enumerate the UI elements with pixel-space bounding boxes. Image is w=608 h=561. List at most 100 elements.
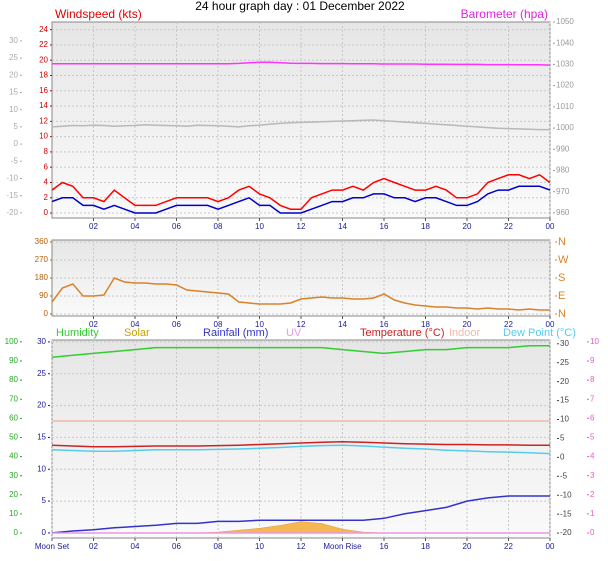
y2-tick-label: 1040 — [556, 38, 574, 47]
y3-tick-label: 20 — [9, 70, 18, 79]
y-axis-label: Windspeed (kts) — [55, 7, 142, 21]
x-tick-label: 08 — [214, 320, 223, 329]
y-tick-label: 0 — [44, 309, 49, 318]
y3-tick-label: -20 — [560, 528, 572, 537]
x-tick-label: 06 — [172, 542, 181, 551]
x-tick-label: 18 — [421, 542, 430, 551]
y-tick-label: 50 — [9, 433, 18, 442]
y-tick-label: 18 — [39, 71, 48, 80]
y-tick-label: 180 — [35, 273, 49, 282]
y2-tick-label: 30 — [37, 337, 46, 346]
y3-tick-label: -5 — [11, 156, 19, 165]
legend-entry: Indoor — [449, 327, 481, 339]
x-tick-label: 20 — [463, 542, 472, 551]
y3-tick-label: 5 — [14, 122, 19, 131]
y-tick-label: 22 — [39, 40, 48, 49]
y2-tick-label: 0 — [42, 528, 47, 537]
y-tick-label: 10 — [39, 132, 48, 141]
y2-tick-label: W — [558, 254, 569, 266]
y3-tick-label: -10 — [6, 174, 18, 183]
y2-tick-label: 990 — [556, 144, 570, 153]
x-tick-label: 00 — [546, 320, 555, 329]
y4-tick-label: 9 — [590, 356, 595, 365]
y-tick-label: 360 — [35, 237, 49, 246]
x-tick-label: 14 — [338, 222, 347, 231]
x-tick-label: 02 — [89, 542, 98, 551]
y-tick-label: 70 — [9, 394, 18, 403]
x-tick-label: 06 — [172, 320, 181, 329]
y4-tick-label: 7 — [590, 394, 595, 403]
x-tick-label: 16 — [380, 542, 389, 551]
y2-tick-label: S — [558, 272, 565, 284]
series-line — [52, 119, 550, 131]
y2-tick-label: 1050 — [556, 17, 574, 26]
x-tick-label: 10 — [255, 320, 264, 329]
x-tick-label: 22 — [504, 320, 513, 329]
y3-tick-label: -10 — [560, 490, 572, 499]
y-tick-label: 14 — [39, 101, 48, 110]
y2-axis-label: Barometer (hpa) — [461, 7, 548, 21]
y3-tick-label: 5 — [560, 434, 565, 443]
y-tick-label: 60 — [9, 413, 18, 422]
y3-tick-label: -5 — [560, 471, 568, 480]
series-line — [52, 344, 550, 358]
series-line — [52, 61, 550, 66]
y2-tick-label: 960 — [556, 208, 570, 217]
y-tick-label: 80 — [9, 375, 18, 384]
y-tick-label: 20 — [9, 490, 18, 499]
x-tick-label: 16 — [380, 222, 389, 231]
x-tick-label: 18 — [421, 222, 430, 231]
x-tick-label: 02 — [89, 222, 98, 231]
y-tick-label: 90 — [39, 291, 48, 300]
y4-tick-label: 8 — [590, 375, 595, 384]
y3-tick-label: 30 — [560, 339, 569, 348]
x-tick-label: 20 — [463, 320, 472, 329]
y-tick-label: 6 — [44, 162, 49, 171]
y-tick-label: 0 — [14, 528, 19, 537]
series-line — [52, 185, 550, 214]
y2-tick-label: 1020 — [556, 81, 574, 90]
y3-tick-label: -20 — [6, 208, 18, 217]
y2-tick-label: N — [558, 236, 566, 248]
y2-tick-label: 980 — [556, 166, 570, 175]
y2-tick-label: 5 — [42, 496, 47, 505]
y-tick-label: 270 — [35, 255, 49, 264]
x-tick-label: 10 — [255, 222, 264, 231]
y3-tick-label: 10 — [9, 105, 18, 114]
series-line — [52, 173, 550, 210]
y2-tick-label: 25 — [37, 369, 46, 378]
x-tick-label: 12 — [297, 320, 306, 329]
y-tick-label: 0 — [44, 208, 49, 217]
y2-tick-label: 1010 — [556, 102, 574, 111]
y-tick-label: 40 — [9, 452, 18, 461]
x-tick-label: 04 — [131, 222, 140, 231]
y4-tick-label: 3 — [590, 471, 595, 480]
y-tick-label: 24 — [39, 25, 48, 34]
legend-entry: Dew Point (°C) — [503, 327, 576, 339]
x-tick-label: 04 — [131, 542, 140, 551]
y-tick-label: 10 — [9, 509, 18, 518]
y3-tick-label: 25 — [560, 358, 569, 367]
x-tick-label: Moon Set — [35, 542, 70, 551]
x-tick-label: 14 — [338, 320, 347, 329]
y2-tick-label: N — [558, 308, 566, 320]
y4-tick-label: 6 — [590, 413, 595, 422]
y2-tick-label: E — [558, 290, 565, 302]
y3-tick-label: 15 — [560, 396, 569, 405]
chart-title: 24 hour graph day : 01 December 2022 — [195, 0, 405, 13]
legend-entry: Humidity — [56, 327, 99, 339]
y2-tick-label: 970 — [556, 187, 570, 196]
y2-tick-label: 1000 — [556, 123, 574, 132]
x-tick-label: 18 — [421, 320, 430, 329]
x-tick-label: 06 — [172, 222, 181, 231]
y4-tick-label: 5 — [590, 433, 595, 442]
series-line — [52, 444, 550, 455]
y-tick-label: 16 — [39, 86, 48, 95]
y3-tick-label: 25 — [9, 53, 18, 62]
y-tick-label: 90 — [9, 356, 18, 365]
y4-tick-label: 2 — [590, 490, 595, 499]
x-tick-label: 02 — [89, 320, 98, 329]
x-tick-label: 22 — [504, 222, 513, 231]
y3-tick-label: 0 — [560, 452, 565, 461]
